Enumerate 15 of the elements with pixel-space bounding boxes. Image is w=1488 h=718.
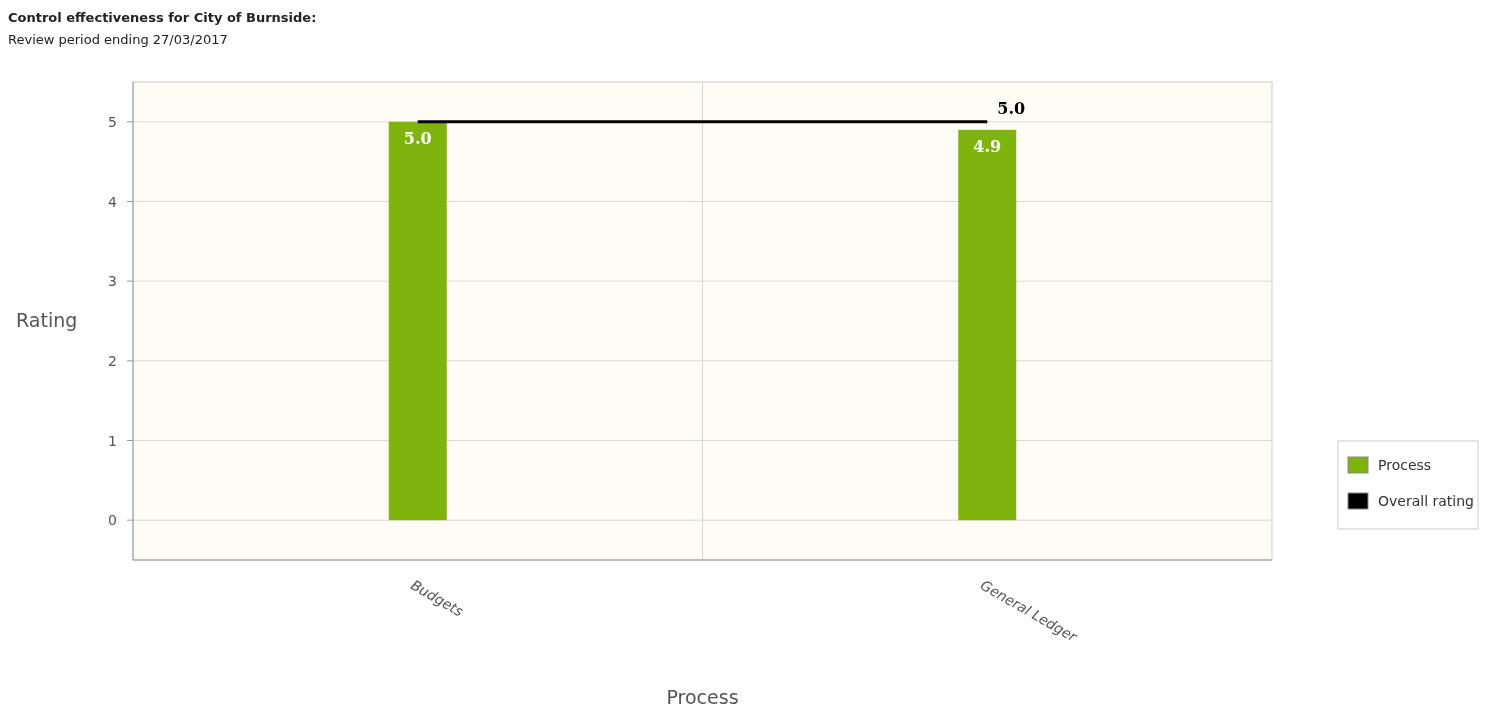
y-tick-label: 4: [108, 193, 118, 210]
y-axis-title: Rating: [16, 309, 78, 331]
chart-subtitle: Review period ending 27/03/2017: [8, 32, 228, 47]
data-label: 5.0: [403, 128, 432, 148]
chart-title: Control effectiveness for City of Burnside:: [8, 10, 317, 25]
legend-label: Overall rating: [1378, 493, 1474, 509]
y-tick-label: 3: [108, 273, 117, 290]
y-tick-label: 1: [108, 432, 117, 449]
data-label: 5.0: [997, 98, 1026, 118]
legend-label: Process: [1378, 457, 1432, 473]
x-axis-title: Process: [666, 686, 739, 708]
y-tick-label: 0: [108, 512, 117, 529]
data-label: 4.9: [973, 136, 1002, 156]
y-tick-label: 5: [108, 113, 117, 130]
y-tick-label: 2: [108, 352, 117, 369]
